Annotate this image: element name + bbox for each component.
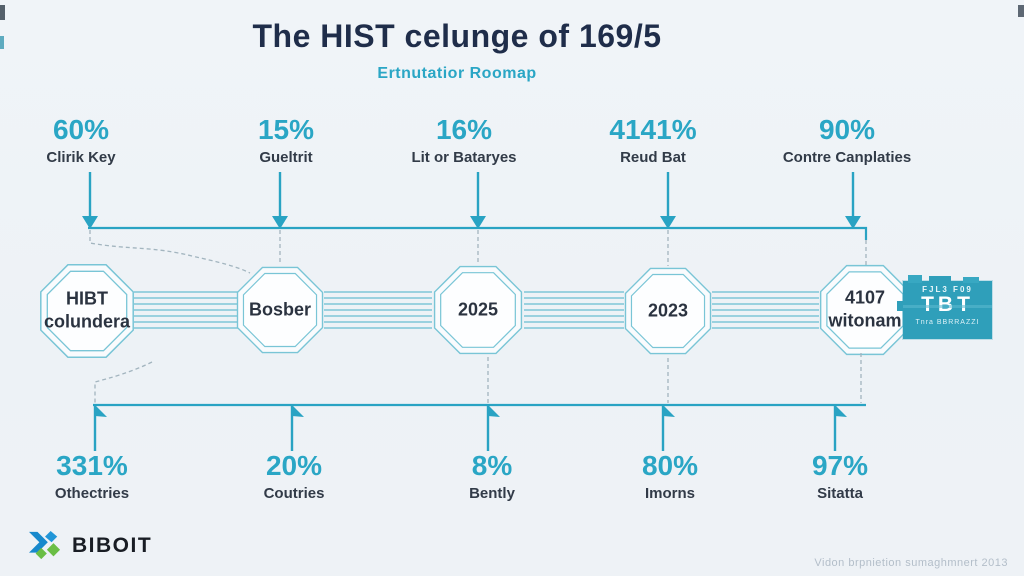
badge-fragment <box>897 301 904 311</box>
node-1-line1: HIBT <box>66 288 108 309</box>
top-stat-1: 60% Clirik Key <box>46 114 116 167</box>
bottom-stat-2-value: 20% <box>265 450 323 481</box>
top-stat-1-value: 60% <box>52 114 110 145</box>
bottom-stat-3-label: Bently <box>469 485 515 502</box>
top-stat-5: 90% Contre Canplaties <box>782 114 912 167</box>
node-1: HIBT colundera <box>44 288 130 335</box>
top-stat-3: 16% Lit or Bataryes <box>411 114 517 167</box>
bottom-stat-5-label: Sitatta <box>817 485 863 502</box>
node-5-line1: 4107 <box>844 287 886 308</box>
bottom-stat-1-value: 331% <box>56 450 128 481</box>
node-4-line1: 2023 <box>647 300 689 321</box>
bottom-stat-3-value: 8% <box>471 450 513 481</box>
node-1-line2: colundera <box>43 312 131 332</box>
badge-top-text: FJL3 F09 <box>922 285 973 294</box>
top-stat-2: 15% Gueltrit <box>257 114 315 167</box>
bottom-stat-4-value: 80% <box>641 450 699 481</box>
node-2-line1: Bosber <box>248 299 312 320</box>
tbt-badge: FJL3 F09 TBT Tnra BBRRAZZI <box>897 275 992 339</box>
bottom-stat-2-label: Coutries <box>263 485 325 502</box>
bottom-stat-1-label: Othectries <box>54 485 130 502</box>
top-stat-3-value: 16% <box>435 114 493 145</box>
node-3: 2025 <box>458 298 498 321</box>
top-stat-5-label: Contre Canplaties <box>782 149 912 166</box>
brand-logo-text: BIBOIT <box>72 534 153 557</box>
page-title: The HIST celunge of 169/5 <box>252 18 662 54</box>
edge-artifact <box>0 36 4 49</box>
badge-stripe <box>903 305 992 308</box>
top-stat-4-value: 4141% <box>609 114 697 145</box>
bottom-arrows <box>93 405 847 451</box>
top-stat-5-value: 90% <box>818 114 876 145</box>
node-5: 4107 witonam <box>828 287 901 334</box>
brand-logo: BIBOIT <box>28 530 152 562</box>
badge-fragment <box>929 276 951 283</box>
dashed-links-top <box>89 230 867 274</box>
connector-bands <box>134 291 819 329</box>
top-stat-3-label: Lit or Bataryes <box>411 149 517 166</box>
timeline-top <box>88 226 868 240</box>
top-stat-2-value: 15% <box>257 114 315 145</box>
bottom-stat-1: 331% Othectries <box>54 450 130 503</box>
bottom-stat-5-value: 97% <box>811 450 869 481</box>
bottom-stat-5: 97% Sitatta <box>811 450 869 503</box>
node-5-line2: witonam <box>828 311 902 331</box>
badge-fragment <box>963 277 979 283</box>
top-stat-1-label: Clirik Key <box>46 149 116 166</box>
brand-logo-icon <box>29 530 61 560</box>
bottom-stat-4-label: Imorns <box>644 485 696 502</box>
bottom-stat-3: 8% Bently <box>469 450 515 503</box>
node-2: Bosber <box>249 298 311 321</box>
badge-main-text: TBT <box>903 293 992 316</box>
badge-fragment <box>908 275 922 283</box>
footnote-text: Vidon brpnietion sumaghmnert 2013 <box>814 557 1008 569</box>
page-subtitle: Ertnutatior Roomap <box>377 65 537 82</box>
top-stat-4: 4141% Reud Bat <box>609 114 697 167</box>
bottom-stat-2: 20% Coutries <box>263 450 325 503</box>
top-stat-2-label: Gueltrit <box>259 149 313 166</box>
top-stat-4-label: Reud Bat <box>620 149 686 166</box>
edge-artifact <box>0 5 5 20</box>
edge-artifact <box>1018 5 1024 17</box>
top-arrows <box>82 172 861 229</box>
bottom-stat-4: 80% Imorns <box>641 450 699 503</box>
badge-bottom-text: Tnra BBRRAZZI <box>915 319 980 327</box>
node-4: 2023 <box>648 299 688 322</box>
dashed-links-bottom <box>94 353 862 403</box>
title-block: The HIST celunge of 169/5 Ertnutatior Ro… <box>0 18 914 83</box>
node-3-line1: 2025 <box>457 299 499 320</box>
